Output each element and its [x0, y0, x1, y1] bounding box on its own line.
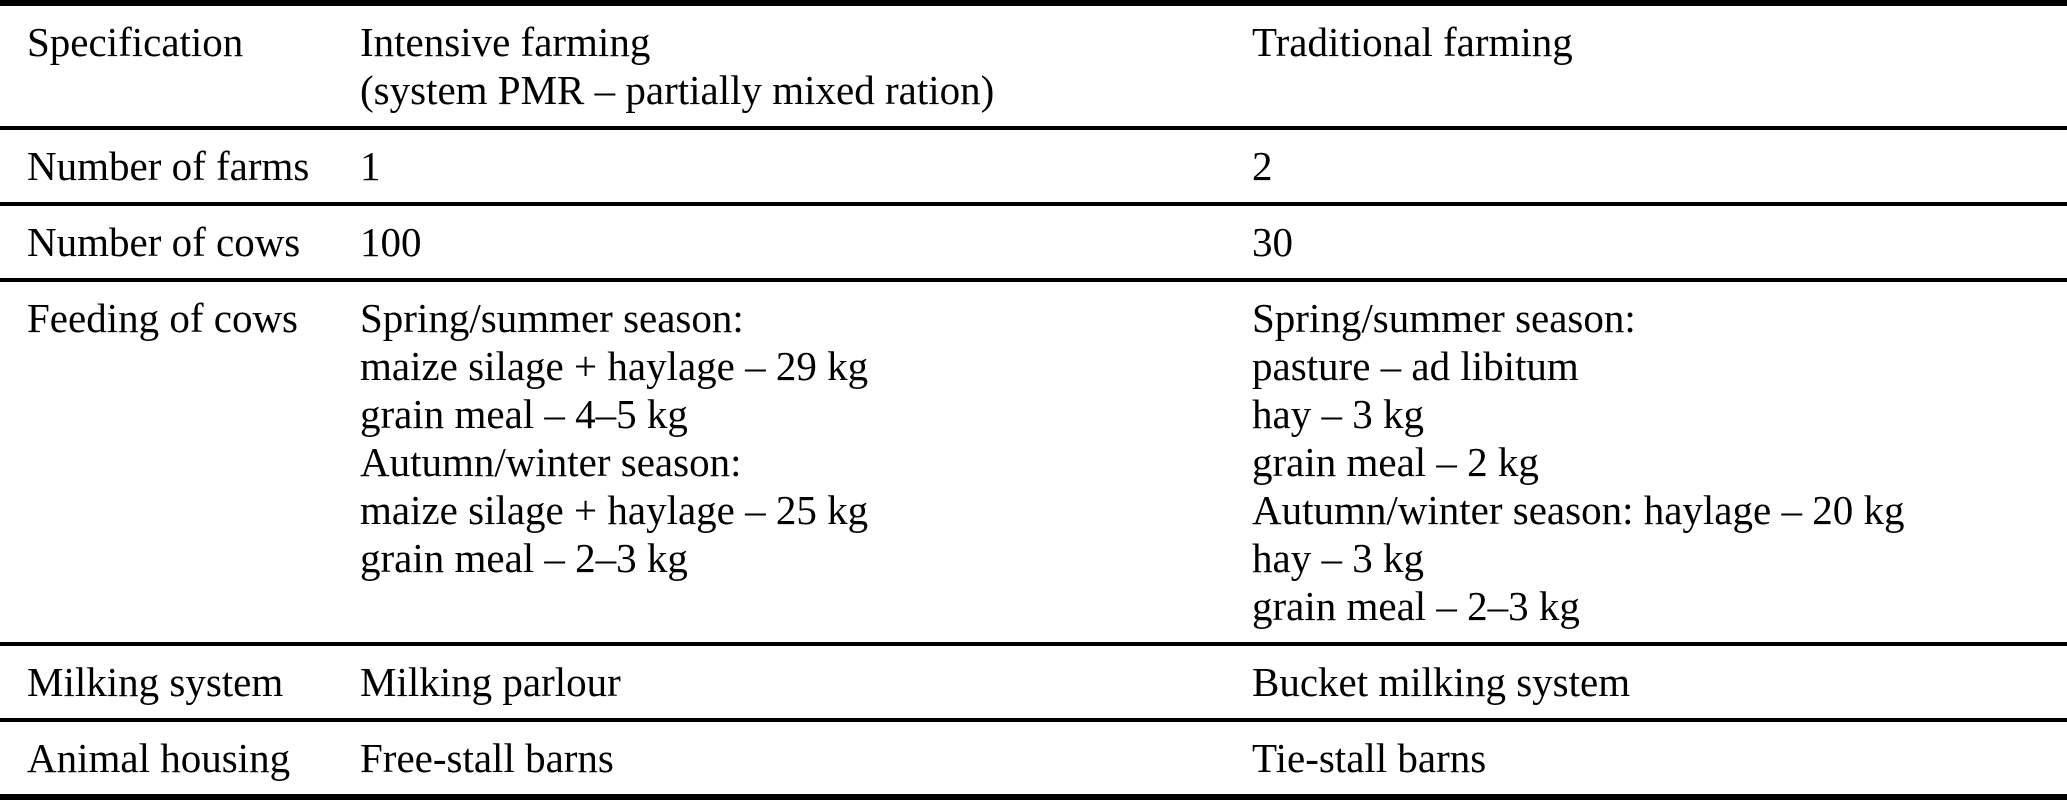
header-specification-label: Specification	[27, 19, 244, 65]
cell-value: 2	[1252, 143, 1273, 189]
header-intensive-line1: Intensive farming	[360, 19, 651, 65]
feeding-line: Autumn/winter season: haylage – 20 kg	[1252, 487, 1905, 533]
row-label-text: Feeding of cows	[27, 295, 299, 341]
column-header-traditional-farming: Traditional farming	[1252, 6, 2067, 126]
row-label-text: Milking system	[27, 659, 284, 705]
cell-traditional: 30	[1252, 206, 2067, 278]
feeding-line: maize silage + haylage – 29 kg	[360, 343, 869, 389]
cell-value: Free-stall barns	[360, 735, 614, 781]
header-traditional-label: Traditional farming	[1252, 19, 1573, 65]
cell-intensive: Milking parlour	[360, 646, 1252, 718]
cell-value: 100	[360, 219, 422, 265]
row-label-text: Animal housing	[27, 735, 291, 781]
row-label-text: Number of cows	[27, 219, 301, 265]
row-label: Animal housing	[0, 722, 360, 794]
row-label-text: Number of farms	[27, 143, 310, 189]
feeding-line: hay – 3 kg	[1252, 535, 1424, 581]
feeding-line: grain meal – 4–5 kg	[360, 391, 688, 437]
feeding-line: grain meal – 2–3 kg	[1252, 583, 1580, 629]
feeding-line: hay – 3 kg	[1252, 391, 1424, 437]
cell-intensive-feeding: Spring/summer season: maize silage + hay…	[360, 282, 1252, 642]
row-label: Feeding of cows	[0, 282, 360, 642]
feeding-line: pasture – ad libitum	[1252, 343, 1579, 389]
feeding-line: Autumn/winter season:	[360, 439, 742, 485]
table-row-number-of-cows: Number of cows 100 30	[0, 206, 2067, 282]
cell-value: 1	[360, 143, 381, 189]
cell-value: Tie-stall barns	[1252, 735, 1487, 781]
table-row-milking-system: Milking system Milking parlour Bucket mi…	[0, 646, 2067, 722]
feeding-line: maize silage + haylage – 25 kg	[360, 487, 869, 533]
cell-intensive: Free-stall barns	[360, 722, 1252, 794]
cell-traditional: Tie-stall barns	[1252, 722, 2067, 794]
feeding-line: grain meal – 2–3 kg	[360, 535, 688, 581]
feeding-line: Spring/summer season:	[360, 295, 744, 341]
column-header-intensive-farming: Intensive farming (system PMR – partiall…	[360, 6, 1252, 126]
cell-intensive: 1	[360, 130, 1252, 202]
table-header-row: Specification Intensive farming (system …	[0, 6, 2067, 130]
feeding-line: Spring/summer season:	[1252, 295, 1636, 341]
header-intensive-line2: (system PMR – partially mixed ration)	[360, 67, 995, 113]
column-header-specification: Specification	[0, 6, 360, 126]
row-label: Number of farms	[0, 130, 360, 202]
cell-traditional-feeding: Spring/summer season: pasture – ad libit…	[1252, 282, 2067, 642]
row-label: Milking system	[0, 646, 360, 718]
feeding-line: grain meal – 2 kg	[1252, 439, 1539, 485]
cell-value: Bucket milking system	[1252, 659, 1631, 705]
cell-intensive: 100	[360, 206, 1252, 278]
cell-value: 30	[1252, 219, 1293, 265]
table-row-number-of-farms: Number of farms 1 2	[0, 130, 2067, 206]
table-row-animal-housing: Animal housing Free-stall barns Tie-stal…	[0, 722, 2067, 794]
table-row-feeding-of-cows: Feeding of cows Spring/summer season: ma…	[0, 282, 2067, 646]
row-label: Number of cows	[0, 206, 360, 278]
cell-value: Milking parlour	[360, 659, 621, 705]
cell-traditional: 2	[1252, 130, 2067, 202]
cell-traditional: Bucket milking system	[1252, 646, 2067, 718]
